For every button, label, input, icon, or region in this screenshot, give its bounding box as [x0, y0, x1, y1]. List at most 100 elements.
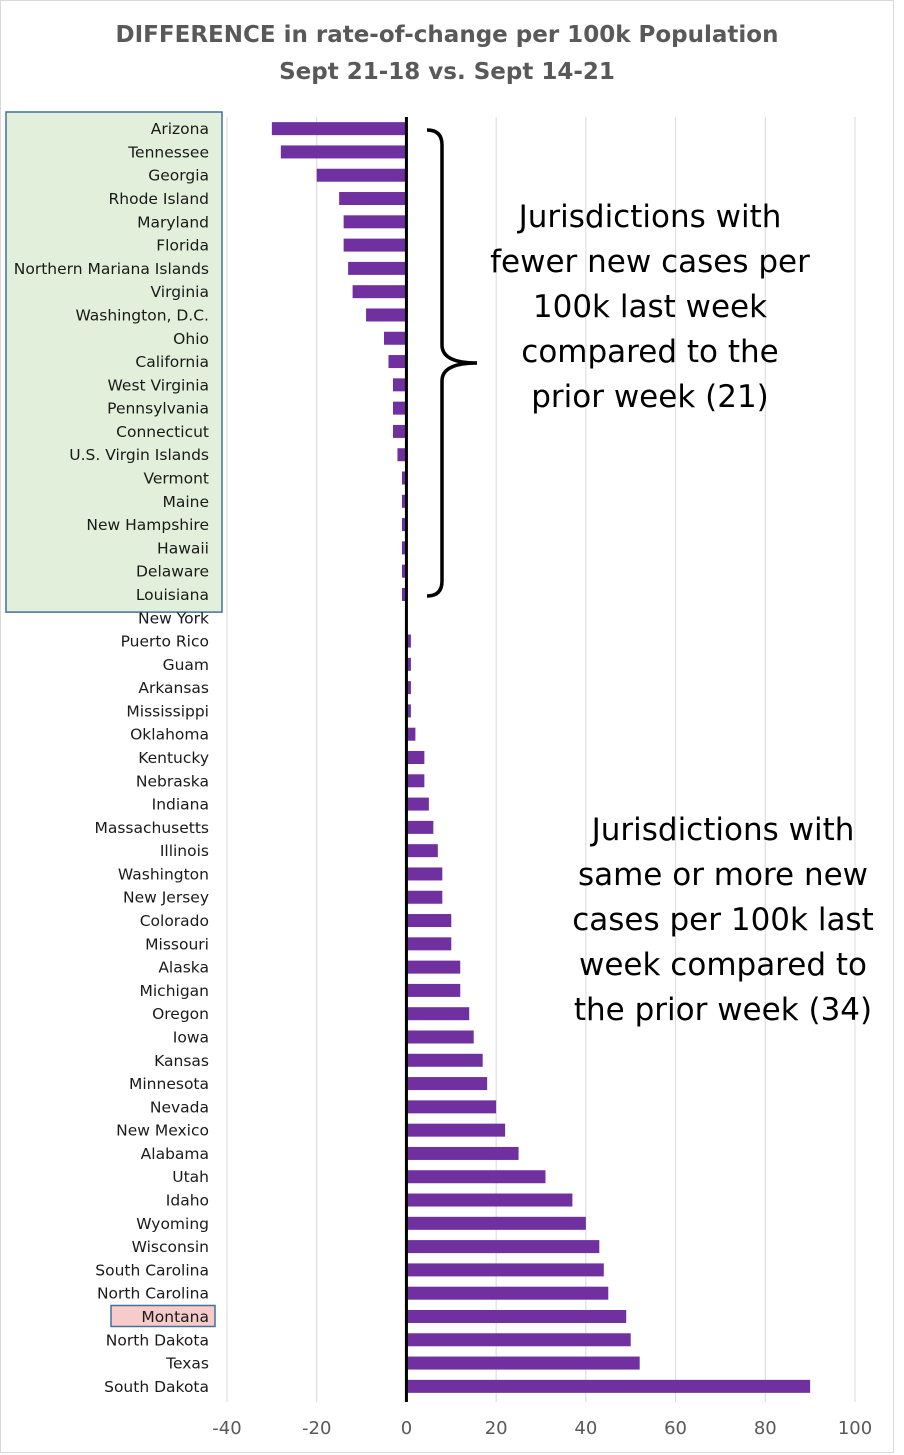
category-label: Arkansas [138, 679, 209, 697]
bar [406, 1146, 519, 1160]
chart-subtitle: Sept 21-18 vs. Sept 14-21 [279, 59, 615, 85]
bar [406, 1216, 586, 1230]
category-label: Utah [172, 1168, 209, 1186]
category-label: Illinois [160, 842, 209, 860]
bar [401, 518, 407, 532]
annotation-more-line: cases per 100k last [572, 902, 874, 938]
x-tick-label: -20 [302, 1418, 331, 1439]
annotation-fewer-line: Jurisdictions with [518, 199, 782, 235]
category-label: Idaho [166, 1192, 209, 1210]
highlighted-label-box [110, 1304, 216, 1328]
category-label: Guam [163, 656, 209, 674]
bar [406, 1356, 640, 1370]
bar [406, 937, 452, 951]
bar [406, 727, 416, 741]
bar [406, 983, 461, 997]
category-label: Indiana [152, 796, 209, 814]
category-label: Ohio [173, 330, 209, 348]
bar [406, 914, 452, 928]
category-label: Massachusetts [94, 819, 209, 837]
annotation-fewer-line: prior week (21) [531, 379, 769, 415]
annotation-more-line: Jurisdictions with [591, 812, 855, 848]
category-label: Rhode Island [109, 190, 210, 208]
category-label: Oklahoma [130, 726, 209, 744]
category-label: New Hampshire [86, 516, 209, 534]
bar [401, 471, 407, 485]
category-label: Virginia [151, 283, 209, 301]
bar [383, 331, 407, 345]
bar [352, 285, 407, 299]
category-label: South Carolina [95, 1261, 209, 1279]
bar [406, 681, 411, 695]
bar [406, 1309, 627, 1323]
x-tick-label: 40 [574, 1418, 597, 1439]
bar [406, 774, 425, 788]
category-label: Kentucky [138, 749, 209, 767]
bar [406, 820, 434, 834]
category-label: Nevada [150, 1098, 209, 1116]
bar [406, 890, 443, 904]
category-label: New Jersey [123, 889, 209, 907]
x-tick-label: 100 [838, 1418, 872, 1439]
annotation-fewer-line: fewer new cases per [490, 244, 810, 280]
category-label: Georgia [148, 167, 209, 185]
category-label: Arizona [151, 120, 209, 138]
category-label: Northern Mariana Islands [14, 260, 209, 278]
category-label: Wyoming [136, 1215, 209, 1233]
category-label: Maine [162, 493, 209, 511]
category-label: New York [138, 609, 209, 627]
category-label: Montana [141, 1308, 209, 1326]
bar [401, 564, 407, 578]
category-label: North Carolina [97, 1285, 209, 1303]
bar [343, 215, 407, 229]
bar [392, 424, 407, 438]
category-label: Colorado [140, 912, 209, 930]
bar [366, 308, 407, 322]
category-label: Nebraska [136, 772, 209, 790]
bar [406, 1263, 604, 1277]
category-label: Tennessee [127, 143, 209, 161]
bar [388, 355, 407, 369]
bar [406, 1379, 811, 1393]
bar [406, 797, 429, 811]
bar [406, 867, 443, 881]
bar [406, 657, 411, 671]
bar [406, 844, 438, 858]
bar [406, 1193, 573, 1207]
category-label: Alaska [158, 959, 209, 977]
bar [343, 238, 407, 252]
bar [348, 261, 407, 275]
bar [406, 960, 461, 974]
category-label: Alabama [141, 1145, 209, 1163]
category-label: Florida [156, 237, 209, 255]
bar [316, 168, 407, 182]
annotation-fewer-line: compared to the [521, 334, 779, 370]
category-label: Michigan [140, 982, 210, 1000]
x-tick-label: 0 [401, 1418, 412, 1439]
x-tick-label: 20 [485, 1418, 508, 1439]
x-tick-label: 80 [754, 1418, 777, 1439]
category-label: New Mexico [116, 1122, 209, 1140]
category-label: Minnesota [129, 1075, 209, 1093]
bar [392, 401, 407, 415]
bar [339, 192, 407, 206]
category-label: North Dakota [106, 1331, 209, 1349]
annotation-more: Jurisdictions with same or more new case… [563, 808, 883, 1033]
bar [406, 1240, 600, 1254]
bar [406, 1007, 470, 1021]
annotation-more-line: week compared to [579, 947, 867, 983]
annotation-fewer-line: 100k last week [532, 289, 768, 325]
category-label: Delaware [136, 563, 209, 581]
bar [406, 1030, 474, 1044]
category-label: Puerto Rico [121, 633, 209, 651]
category-label: Pennsylvania [107, 400, 209, 418]
bar [401, 587, 407, 601]
bar [401, 494, 407, 508]
category-label: Iowa [173, 1028, 209, 1046]
category-label: Texas [165, 1355, 209, 1373]
annotation-more-line: the prior week (34) [573, 992, 873, 1028]
bar [406, 1286, 609, 1300]
category-label: Washington, D.C. [75, 306, 209, 324]
